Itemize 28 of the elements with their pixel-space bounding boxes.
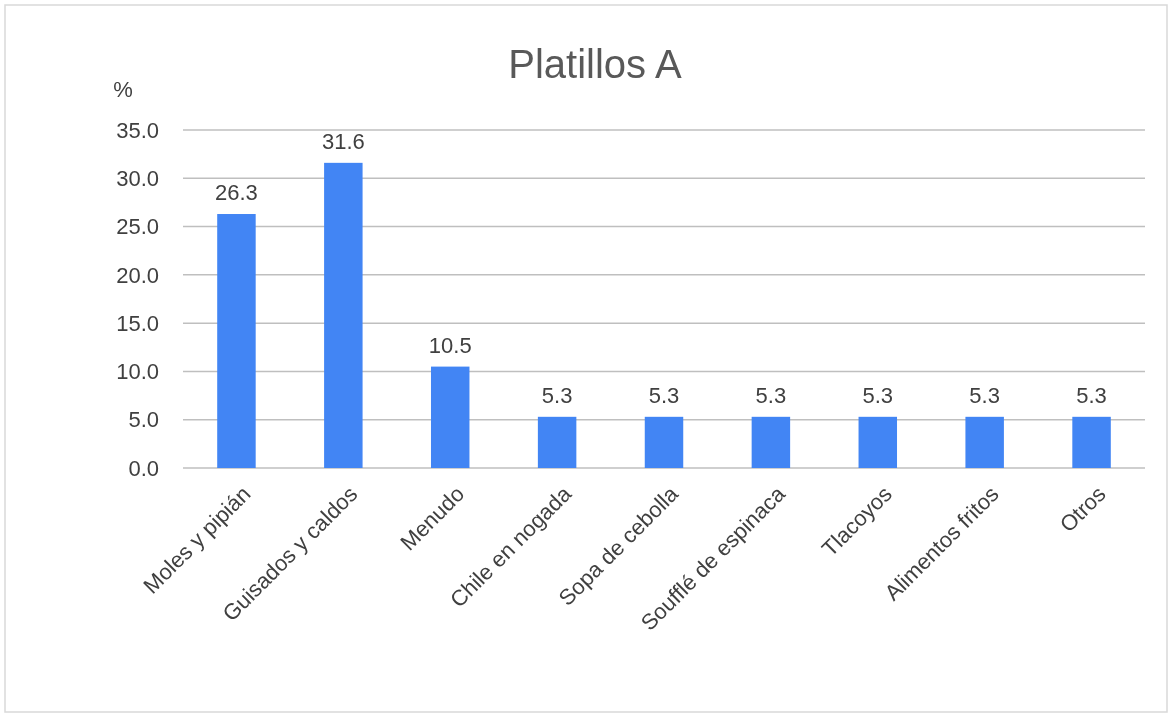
bar xyxy=(1072,416,1111,468)
y-tick-label: 25.0 xyxy=(116,214,159,240)
y-tick-label: 10.0 xyxy=(116,359,159,385)
y-tick-label: 35.0 xyxy=(116,117,159,143)
y-axis-title: % xyxy=(113,77,133,102)
data-label: 5.3 xyxy=(1076,382,1107,408)
bar xyxy=(965,416,1004,468)
bar xyxy=(644,416,684,468)
data-label: 5.3 xyxy=(755,382,787,408)
bar xyxy=(430,366,470,468)
y-tick-label: 30.0 xyxy=(116,165,159,191)
bar xyxy=(537,416,577,468)
data-label: 31.6 xyxy=(321,128,365,154)
data-label: 5.3 xyxy=(969,382,1000,408)
data-label: 5.3 xyxy=(541,382,573,408)
data-label: 26.3 xyxy=(215,180,258,206)
y-tick-label: 5.0 xyxy=(128,407,159,433)
chart-title: Platillos A xyxy=(508,42,683,86)
y-tick-label: 20.0 xyxy=(116,262,159,288)
y-tick-label: 15.0 xyxy=(116,310,159,336)
data-label: 5.3 xyxy=(648,382,680,408)
data-label: 10.5 xyxy=(428,332,472,358)
bar xyxy=(217,214,256,468)
data-label: 5.3 xyxy=(862,382,894,408)
bar xyxy=(858,416,898,468)
bar xyxy=(751,416,791,468)
bar xyxy=(324,162,363,468)
y-tick-label: 0.0 xyxy=(128,455,159,481)
